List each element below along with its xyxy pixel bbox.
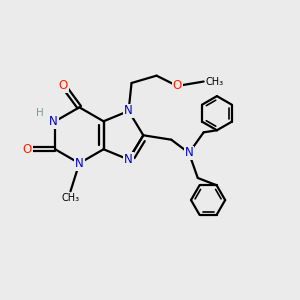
Text: CH₃: CH₃	[205, 76, 223, 86]
Text: N: N	[49, 115, 58, 128]
Text: O: O	[172, 80, 182, 92]
Text: H: H	[36, 108, 44, 118]
Text: N: N	[124, 104, 133, 118]
Text: N: N	[184, 146, 193, 159]
Text: O: O	[58, 79, 68, 92]
Text: N: N	[75, 157, 84, 170]
Text: O: O	[22, 143, 32, 156]
Text: N: N	[124, 153, 133, 166]
Text: CH₃: CH₃	[61, 193, 80, 203]
